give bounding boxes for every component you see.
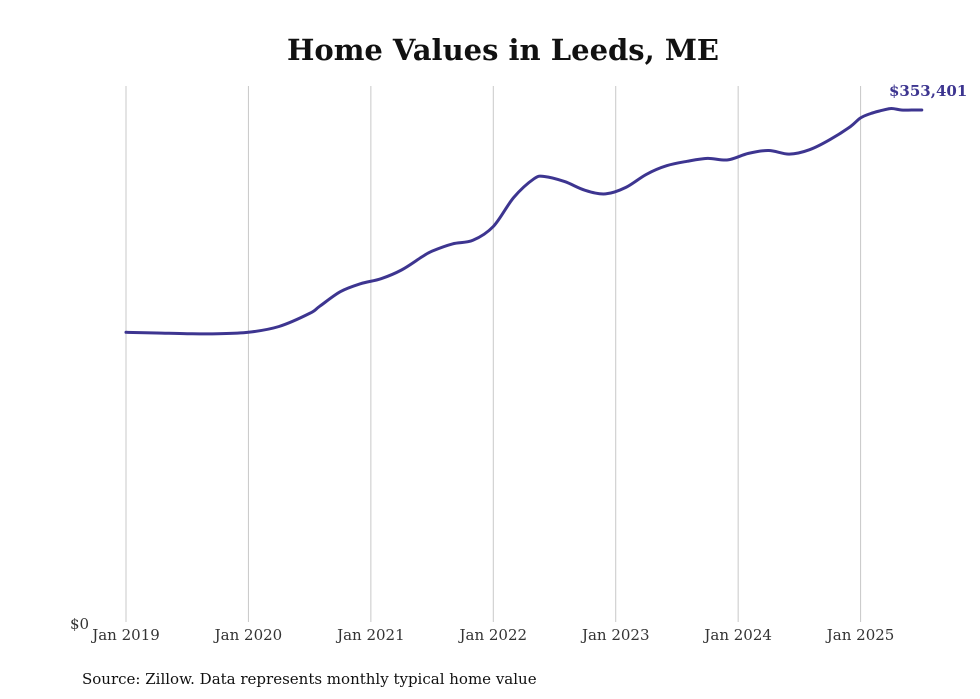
end-value-label: $353,401 — [889, 82, 967, 100]
source-note: Source: Zillow. Data represents monthly … — [82, 670, 537, 688]
y-tick-label-zero: $0 — [70, 615, 89, 633]
x-tick-label-2019: Jan 2019 — [90, 626, 160, 644]
series-line-home-value — [124, 107, 924, 336]
x-tick-label-2023: Jan 2023 — [580, 626, 650, 644]
series-line-group — [124, 107, 924, 336]
grid-lines — [125, 86, 862, 622]
x-tick-label-2020: Jan 2020 — [213, 626, 283, 644]
x-tick-label-2022: Jan 2022 — [458, 626, 528, 644]
x-tick-label-2025: Jan 2025 — [825, 626, 895, 644]
x-tick-label-2021: Jan 2021 — [335, 626, 405, 644]
x-tick-label-2024: Jan 2024 — [702, 626, 772, 644]
chart-title: Home Values in Leeds, ME — [287, 33, 719, 67]
x-axis-ticks: Jan 2019 Jan 2020 Jan 2021 Jan 2022 Jan 2023… — [90, 626, 894, 644]
